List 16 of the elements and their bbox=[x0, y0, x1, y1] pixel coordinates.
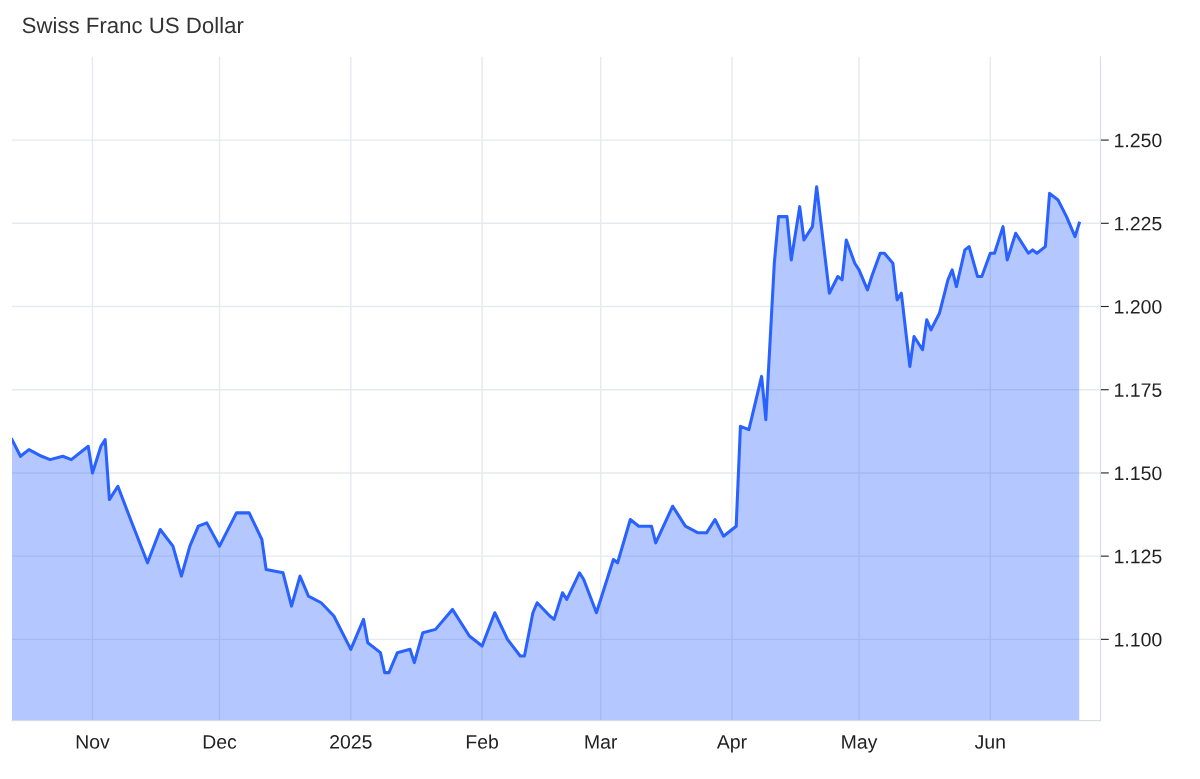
y-tick-label: 1.125 bbox=[1115, 549, 1162, 564]
x-tick-label: 2025 bbox=[330, 734, 372, 749]
y-tick-label: 1.200 bbox=[1115, 299, 1162, 314]
x-tick-label: May bbox=[842, 735, 878, 753]
x-tick-label: Feb bbox=[466, 734, 499, 749]
x-tick-label: Nov bbox=[76, 735, 110, 749]
y-tick-label: 1.100 bbox=[1115, 632, 1162, 647]
x-tick-label: Apr bbox=[716, 735, 747, 753]
chart-title: Swiss Franc US Dollar bbox=[22, 16, 244, 34]
y-tick-label: 1.150 bbox=[1115, 466, 1162, 481]
x-tick-label: Jun bbox=[974, 735, 1005, 749]
y-tick-label: 1.225 bbox=[1115, 216, 1162, 231]
x-tick-label: Mar bbox=[585, 735, 618, 749]
y-tick-label: 1.175 bbox=[1115, 383, 1162, 397]
y-tick-label: 1.250 bbox=[1115, 133, 1162, 148]
x-tick-label: Dec bbox=[203, 735, 237, 749]
